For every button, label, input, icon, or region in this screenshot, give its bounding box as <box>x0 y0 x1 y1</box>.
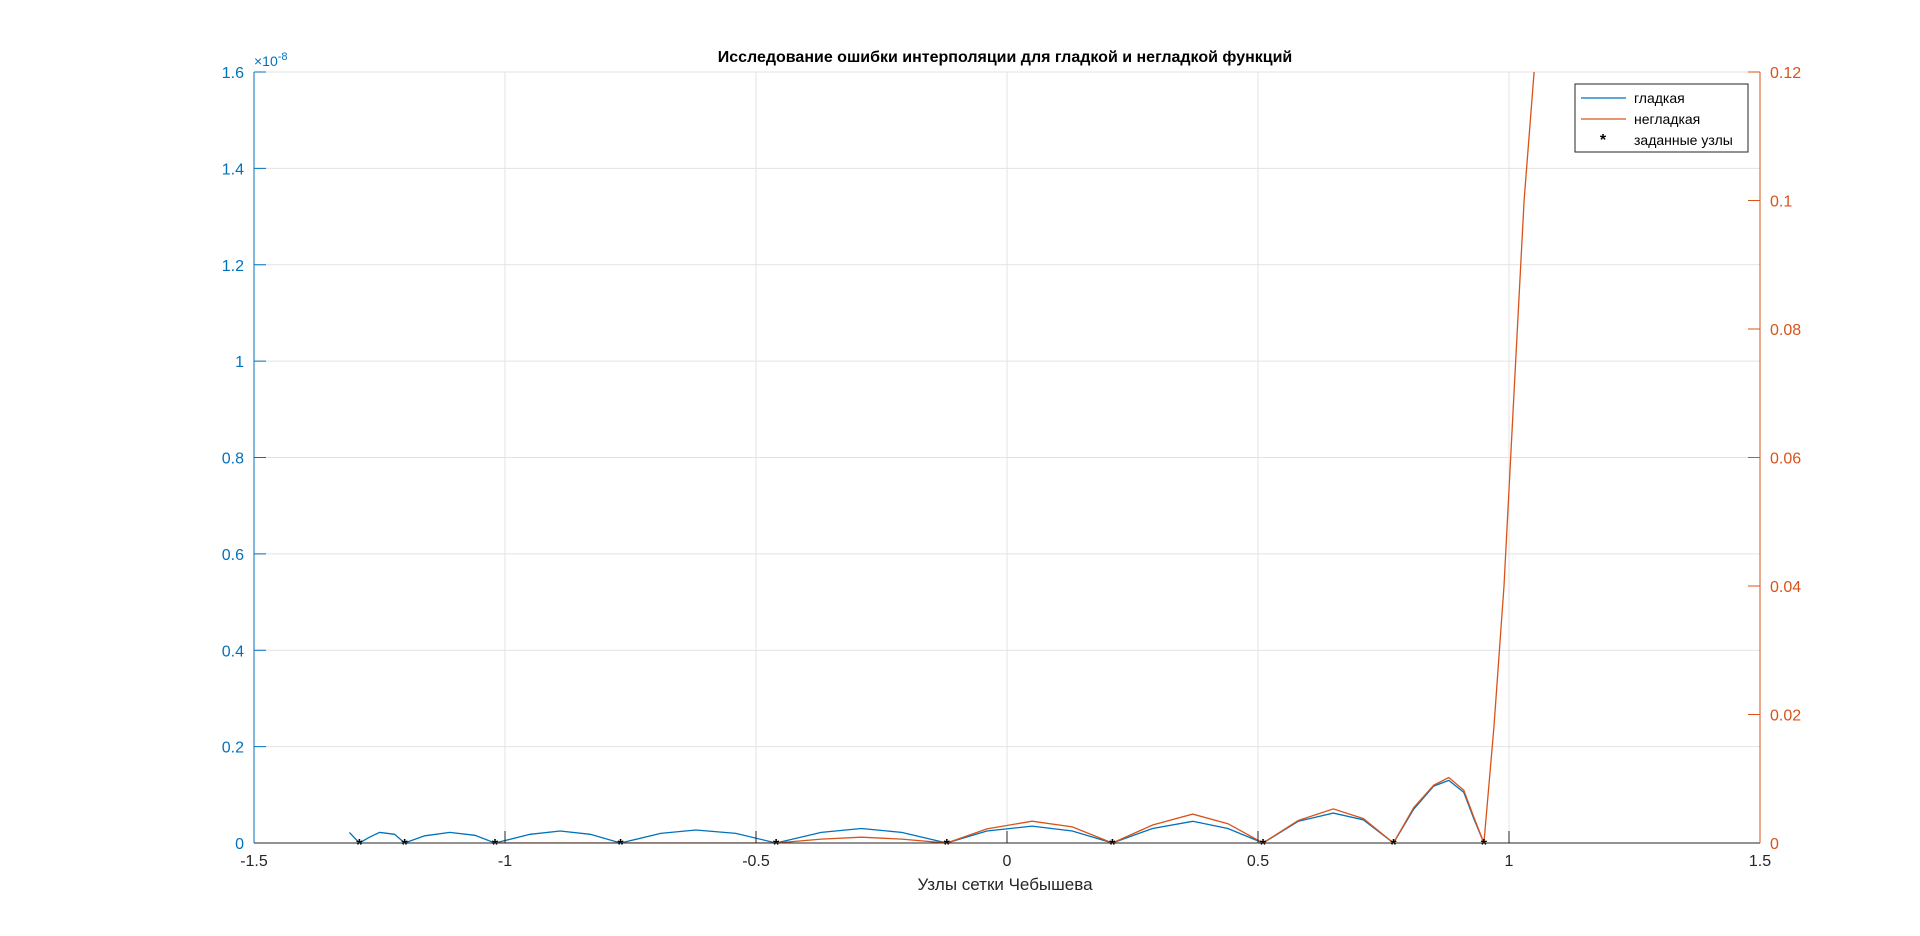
legend-label-smooth: гладкая <box>1634 90 1685 106</box>
axes-layer: -1.5 -1 -0.5 0 0.5 1 1.500.20.40.60.811.21.41.… <box>222 65 1801 870</box>
x-tick-label: 1 <box>1505 853 1514 870</box>
series-layer: * * * * * * * * * * <box>348 72 1535 854</box>
y-left-tick-label: 1.2 <box>222 258 244 275</box>
y-right-tick-label: 0.12 <box>1770 65 1801 82</box>
y-left-tick-label: 0.8 <box>222 451 244 468</box>
y-left-tick-label: 1.6 <box>222 65 244 82</box>
x-tick-label: 0.5 <box>1247 853 1269 870</box>
node-marker: * <box>617 837 624 854</box>
y-left-exponent-power: -8 <box>278 51 288 63</box>
y-left-tick-label: 0.2 <box>222 740 244 757</box>
node-marker: * <box>1481 837 1488 854</box>
legend: гладкая негладкая * заданные узлы <box>1574 83 1749 153</box>
x-axis-label: Узлы сетки Чебышева <box>917 875 1093 894</box>
node-marker: * <box>1109 837 1116 854</box>
legend-box <box>1574 83 1749 153</box>
y-right-tick-label: 0.1 <box>1770 194 1792 211</box>
legend-swatch-nodes: * <box>1600 132 1607 149</box>
node-marker: * <box>944 837 951 854</box>
x-tick-label: 1.5 <box>1749 853 1771 870</box>
x-tick-label: -1.5 <box>240 853 268 870</box>
y-left-tick-label: 0.4 <box>222 643 244 660</box>
x-tick-label: -1 <box>498 853 512 870</box>
y-left-exponent: ×10-8 <box>254 51 288 69</box>
y-right-tick-label: 0.02 <box>1770 708 1801 725</box>
chart-title: Исследование ошибки интерполяции для гла… <box>718 49 1293 66</box>
y-left-exponent-base: ×10 <box>254 53 278 69</box>
node-marker: * <box>356 837 363 854</box>
x-tick-label: -0.5 <box>742 853 770 870</box>
y-right-tick-label: 0 <box>1770 836 1779 853</box>
x-tick-label: 0 <box>1003 853 1012 870</box>
node-marker: * <box>1260 837 1267 854</box>
node-marker: * <box>1390 837 1397 854</box>
legend-label-nodes: заданные узлы <box>1634 132 1733 148</box>
y-right-tick-label: 0.08 <box>1770 322 1801 339</box>
legend-label-nonsmooth: негладкая <box>1634 111 1700 127</box>
node-marker: * <box>401 837 408 854</box>
y-left-tick-label: 0.6 <box>222 547 244 564</box>
y-left-tick-label: 1.4 <box>222 161 244 178</box>
y-left-tick-label: 0 <box>235 836 244 853</box>
y-right-tick-label: 0.06 <box>1770 451 1801 468</box>
y-right-tick-label: 0.04 <box>1770 579 1801 596</box>
y-left-tick-label: 1 <box>235 354 244 371</box>
node-marker: * <box>492 837 499 854</box>
series-line-nonsmooth <box>495 72 1535 843</box>
node-marker: * <box>773 837 780 854</box>
